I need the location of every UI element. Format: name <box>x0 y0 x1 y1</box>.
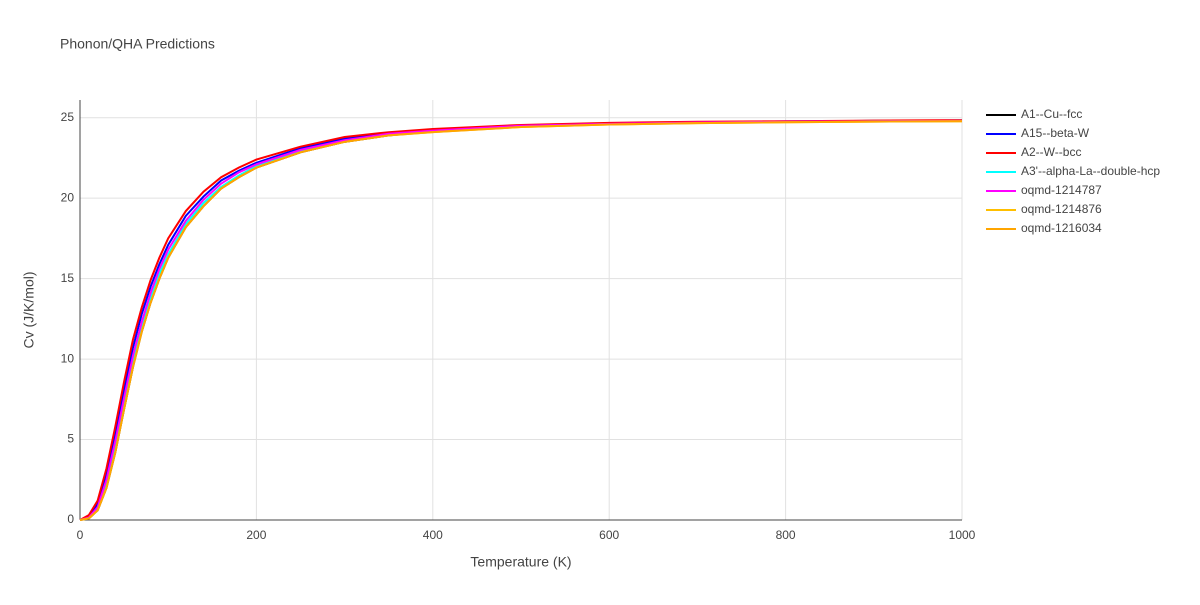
legend-label: oqmd-1214876 <box>1021 202 1102 216</box>
x-tick-label: 200 <box>246 528 266 542</box>
series-line <box>79 119 963 521</box>
x-tick-label: 800 <box>776 528 796 542</box>
x-tick-label: 0 <box>77 528 84 542</box>
legend-label: A3'--alpha-La--double-hcp <box>1021 164 1160 178</box>
y-tick-label: 0 <box>67 512 74 526</box>
x-tick-label: 400 <box>423 528 443 542</box>
series-line <box>79 119 963 521</box>
y-tick-label: 10 <box>61 351 75 365</box>
y-tick-label: 5 <box>67 432 74 446</box>
legend-label: oqmd-1214787 <box>1021 183 1102 197</box>
y-tick-label: 20 <box>61 190 75 204</box>
x-tick-label: 1000 <box>949 528 976 542</box>
y-tick-label: 25 <box>61 110 75 124</box>
chart-title: Phonon/QHA Predictions <box>60 36 215 52</box>
series-line <box>79 119 963 521</box>
legend-label: A1--Cu--fcc <box>1021 107 1082 121</box>
legend-label: A15--beta-W <box>1021 126 1090 140</box>
series-line <box>79 119 963 521</box>
x-axis-label: Temperature (K) <box>470 554 571 570</box>
x-tick-label: 600 <box>599 528 619 542</box>
series-line <box>79 120 963 521</box>
series-line <box>79 119 963 521</box>
y-tick-label: 15 <box>61 271 75 285</box>
legend-label: oqmd-1216034 <box>1021 221 1102 235</box>
legend-label: A2--W--bcc <box>1021 145 1081 159</box>
y-axis-label: Cv (J/K/mol) <box>21 272 37 349</box>
series-line <box>79 120 963 521</box>
